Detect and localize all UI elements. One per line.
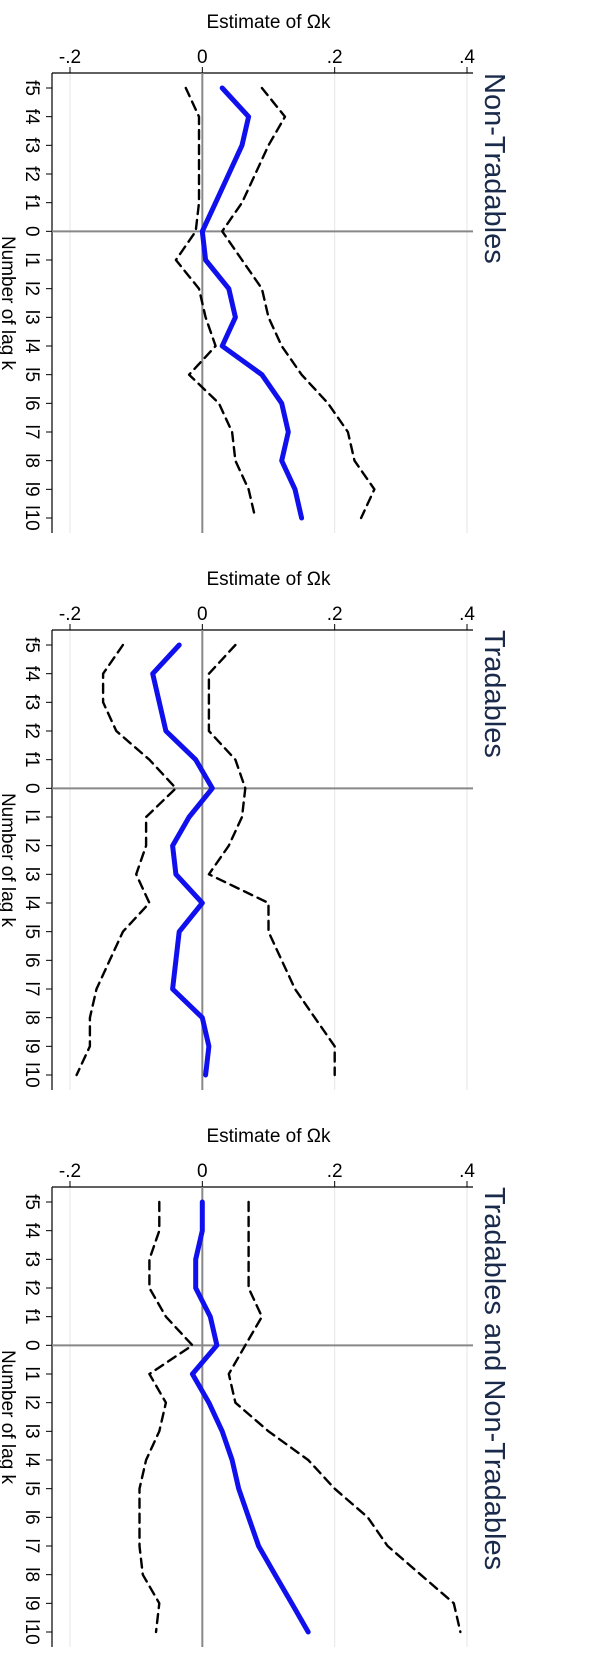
estimate-line xyxy=(199,85,305,521)
x-axis-title: Number of lag k xyxy=(0,793,18,928)
x-tick-label: f5 xyxy=(21,80,42,96)
x-tick-label: l7 xyxy=(21,1539,42,1554)
x-tick-label: l3 xyxy=(21,310,42,325)
x-tick-label: l8 xyxy=(21,453,42,468)
x-tick-label: l9 xyxy=(21,1039,42,1054)
lower-ci-line xyxy=(138,1200,194,1634)
x-tick-label: l10 xyxy=(21,505,42,530)
x-tick-label: l9 xyxy=(21,1596,42,1611)
x-tick-label: 0 xyxy=(21,226,42,237)
estimate-line xyxy=(150,642,215,1078)
upper-ci-line xyxy=(227,1200,462,1634)
x-tick-label: f2 xyxy=(21,1280,42,1296)
y-tick-label: .4 xyxy=(459,47,475,68)
y-axis-title: Estimate of Ωk xyxy=(206,12,331,33)
x-tick-label: l8 xyxy=(21,1010,42,1025)
x-tick-label: f3 xyxy=(21,137,42,153)
x-tick-label: l9 xyxy=(21,482,42,497)
x-tick-label: l4 xyxy=(21,1453,42,1468)
upper-ci-line xyxy=(221,86,376,520)
y-tick-label: .2 xyxy=(327,604,343,625)
x-tick-label: l1 xyxy=(21,810,42,825)
x-tick-label: l7 xyxy=(21,425,42,440)
x-tick-label: l3 xyxy=(21,1424,42,1439)
chart-title: Tradables and Non-Tradables xyxy=(478,1187,510,1570)
y-tick-label: .2 xyxy=(327,47,343,68)
x-tick-label: l5 xyxy=(21,924,42,939)
lower-ci-line xyxy=(75,643,178,1077)
x-tick-label: l2 xyxy=(21,838,42,853)
chart-panel: Tradables and Non-Tradables.4 .2 0 -.2 Estim… xyxy=(0,1126,510,1647)
x-tick-label: f4 xyxy=(21,109,42,125)
y-tick-label: -.2 xyxy=(59,47,81,68)
lower-ci-line xyxy=(174,86,257,520)
chart-panel: Non-Tradables.4 .2 0 -.2 Estimate of Ωk f5 f4 f… xyxy=(0,12,510,533)
x-tick-label: f2 xyxy=(21,723,42,739)
y-axis-title: Estimate of Ωk xyxy=(206,1126,331,1147)
x-tick-label: f1 xyxy=(21,1309,42,1325)
x-tick-label: f3 xyxy=(21,1251,42,1267)
x-tick-label: l4 xyxy=(21,896,42,911)
x-tick-label: l2 xyxy=(21,281,42,296)
x-tick-label: l6 xyxy=(21,953,42,968)
x-tick-label: l3 xyxy=(21,867,42,882)
upper-ci-line xyxy=(207,643,336,1077)
y-tick-label: .2 xyxy=(327,1161,343,1182)
y-tick-label: 0 xyxy=(197,47,208,68)
x-tick-label: f1 xyxy=(21,195,42,211)
x-tick-label: 0 xyxy=(21,1340,42,1351)
x-tick-label: l5 xyxy=(21,1481,42,1496)
x-tick-label: l8 xyxy=(21,1567,42,1582)
x-tick-label: l6 xyxy=(21,1510,42,1525)
x-tick-label: f2 xyxy=(21,166,42,182)
y-tick-label: .4 xyxy=(459,604,475,625)
x-tick-label: l1 xyxy=(21,253,42,268)
x-tick-label: l2 xyxy=(21,1395,42,1410)
x-tick-label: f1 xyxy=(21,752,42,768)
y-tick-label: -.2 xyxy=(59,1161,81,1182)
chart-title: Non-Tradables xyxy=(478,73,510,264)
x-tick-label: f4 xyxy=(21,1223,42,1239)
chart-panel: Tradables.4 .2 0 -.2 Estimate of Ωk f5 f4 f3 f2 f… xyxy=(0,569,510,1090)
x-tick-label: l4 xyxy=(21,339,42,354)
x-tick-label: l6 xyxy=(21,396,42,411)
x-tick-label: l5 xyxy=(21,367,42,382)
chart-title: Tradables xyxy=(478,630,510,758)
x-axis-title: Number of lag k xyxy=(0,1350,18,1485)
estimate-line xyxy=(189,1199,311,1635)
y-tick-label: 0 xyxy=(197,1161,208,1182)
x-tick-label: l7 xyxy=(21,982,42,997)
x-tick-label: l1 xyxy=(21,1367,42,1382)
y-tick-label: .4 xyxy=(459,1161,475,1182)
x-tick-label: 0 xyxy=(21,783,42,794)
x-tick-label: f4 xyxy=(21,666,42,682)
y-tick-label: -.2 xyxy=(59,604,81,625)
x-tick-label: l10 xyxy=(21,1619,42,1644)
x-tick-label: l10 xyxy=(21,1062,42,1087)
y-tick-label: 0 xyxy=(197,604,208,625)
x-tick-label: f3 xyxy=(21,694,42,710)
x-tick-label: f5 xyxy=(21,637,42,653)
x-tick-label: f5 xyxy=(21,1194,42,1210)
y-axis-title: Estimate of Ωk xyxy=(206,569,331,590)
x-axis-title: Number of lag k xyxy=(0,236,18,371)
